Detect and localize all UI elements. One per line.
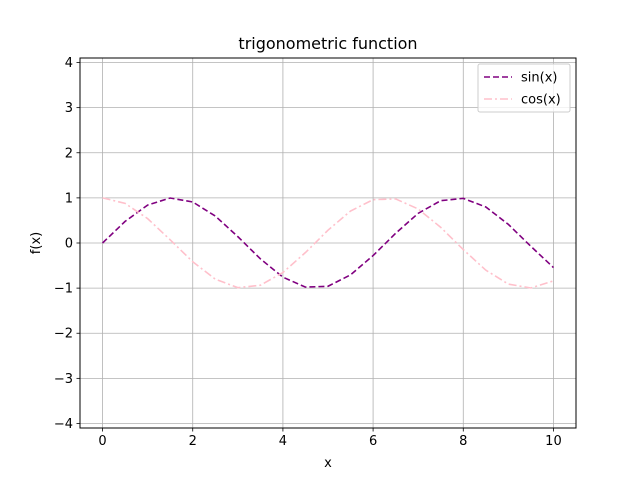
y-tick-label: 2 bbox=[65, 146, 73, 161]
y-tick-label: 1 bbox=[65, 191, 73, 206]
legend-label: cos(x) bbox=[521, 93, 561, 108]
x-tick-label: 0 bbox=[98, 434, 106, 449]
chart-title: trigonometric function bbox=[238, 34, 417, 53]
grid bbox=[80, 58, 576, 428]
y-tick-label: 3 bbox=[65, 101, 73, 116]
series-lines bbox=[101, 197, 554, 289]
y-tick-label: −4 bbox=[54, 417, 73, 432]
y-tick-label: 4 bbox=[65, 56, 73, 71]
x-tick-label: 6 bbox=[369, 434, 377, 449]
y-tick-label: −3 bbox=[54, 372, 73, 387]
x-tick-label: 2 bbox=[189, 434, 197, 449]
legend: sin(x) cos(x) bbox=[477, 63, 571, 113]
x-tick-label: 8 bbox=[459, 434, 467, 449]
y-tick-label: 0 bbox=[65, 237, 73, 252]
x-tick-label: 4 bbox=[279, 434, 287, 449]
series-line-sin bbox=[101, 197, 554, 288]
legend-label: sin(x) bbox=[521, 71, 557, 86]
x-axis-label: x bbox=[324, 456, 332, 471]
y-axis-label: f(x) bbox=[29, 232, 44, 254]
y-tick-label: −2 bbox=[54, 327, 73, 342]
x-tick-label: 10 bbox=[545, 434, 562, 449]
axis-ticks: 0 2 4 6 8 10 −4 −3 −2 −1 0 1 2 3 4 bbox=[54, 56, 562, 449]
legend-box bbox=[477, 63, 571, 113]
y-tick-label: −1 bbox=[54, 282, 73, 297]
series-line-cos bbox=[102, 197, 554, 289]
